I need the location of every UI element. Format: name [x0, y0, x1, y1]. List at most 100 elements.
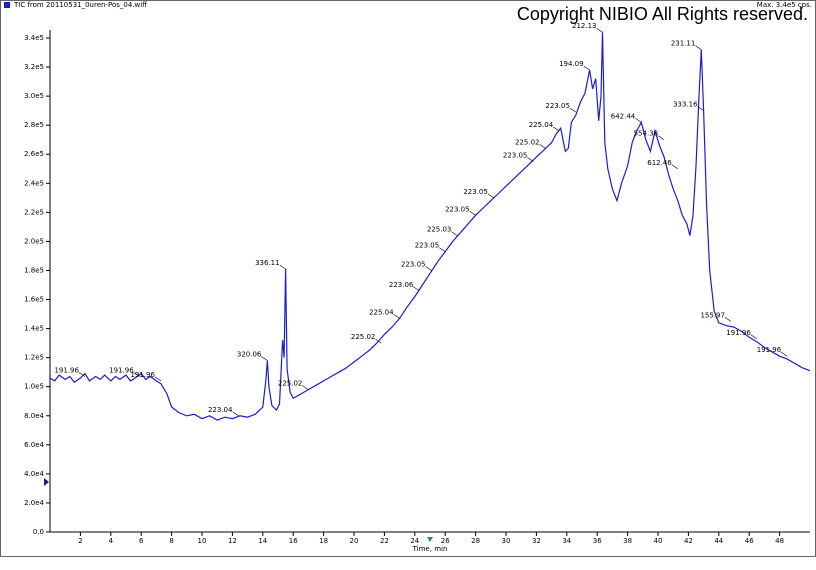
x-tick-label: 10 [198, 537, 207, 545]
annotation-leader [425, 266, 432, 271]
annotation: 642.44 [611, 112, 636, 120]
y-tick-label: 1.8e5 [24, 266, 44, 274]
annotation-leader [539, 144, 546, 149]
x-tick-label: 30 [502, 537, 511, 545]
annotation: 223.05 [545, 102, 570, 110]
y-tick-label: 3.4e5 [24, 34, 44, 42]
annotation: 223.05 [401, 260, 426, 268]
annotation: 223.06 [389, 281, 414, 289]
annotation-leader [671, 164, 678, 170]
annotation-leader [413, 286, 420, 292]
annotation: 336.11 [255, 259, 280, 267]
annotation-leader [393, 314, 400, 319]
x-tick-label: 24 [410, 537, 419, 545]
annotation: 225.02 [278, 380, 303, 388]
x-tick-label: 14 [258, 537, 267, 545]
annotation-leader [154, 376, 162, 382]
annotation-leader [133, 372, 140, 377]
legend-label: TIC from 20110531_0uren-Pos_04.wiff [13, 1, 147, 9]
annotation: 225.02 [515, 138, 540, 146]
marker [44, 478, 49, 486]
annotation: 194.09 [559, 60, 584, 68]
annotation-leader [527, 157, 534, 162]
annotation-leader [750, 334, 757, 340]
annotation: 320.06 [237, 351, 262, 359]
annotation: 191.96 [109, 367, 134, 375]
annotation-leader [78, 372, 86, 377]
x-axis-label: Time, min [412, 545, 448, 553]
annotation: 612.46 [647, 159, 672, 167]
y-tick-label: 2.6e5 [24, 150, 44, 158]
x-tick-label: 46 [745, 537, 754, 545]
subtitle: Max. 3.4e5 cps. [757, 1, 812, 9]
y-tick-label: 8.0e4 [24, 412, 44, 420]
data-line [49, 32, 811, 421]
annotation-leader [724, 317, 732, 322]
annotation: 554.38 [634, 130, 659, 138]
annotation: 225.03 [427, 226, 452, 234]
y-tick-label: 0.0 [33, 528, 44, 536]
annotation-leader [657, 135, 665, 140]
x-tick-label: 20 [350, 537, 359, 545]
y-tick-label: 2.2e5 [24, 208, 44, 216]
annotation-leader [279, 264, 286, 270]
y-tick-label: 1.2e5 [24, 354, 44, 362]
annotation-leader [635, 118, 642, 123]
annotation: 212.13 [572, 22, 597, 30]
annotation-leader [695, 45, 702, 50]
annotation: 225.04 [369, 308, 394, 316]
annotation-leader [451, 231, 458, 236]
x-tick-label: 36 [593, 537, 602, 545]
annotation-leader [596, 27, 603, 33]
annotation: 225.04 [529, 121, 554, 129]
annotation-leader [375, 338, 382, 344]
y-tick-label: 2.0e4 [24, 499, 44, 507]
x-tick-label: 42 [684, 537, 693, 545]
annotation-leader [697, 106, 704, 111]
annotation: 155.97 [700, 311, 725, 319]
y-tick-label: 4.0e4 [24, 470, 44, 478]
x-tick-label: 38 [623, 537, 632, 545]
y-tick-label: 6.0e4 [24, 441, 44, 449]
annotation: 223.05 [415, 242, 440, 250]
y-tick-label: 2.0e5 [24, 237, 44, 245]
y-tick-label: 1.4e5 [24, 325, 44, 333]
frame [0, 0, 816, 557]
y-tick-label: 1.0e5 [24, 383, 44, 391]
x-tick-label: 44 [714, 537, 723, 545]
annotation-leader [553, 126, 560, 132]
chart-title: Copyright NIBIO All Rights reserved. [517, 4, 808, 24]
x-tick-label: 16 [289, 537, 298, 545]
legend-swatch [4, 2, 10, 8]
annotation: 223.04 [208, 406, 233, 414]
y-tick-label: 2.8e5 [24, 121, 44, 129]
x-tick-label: 22 [380, 537, 389, 545]
x-tick-label: 12 [228, 537, 237, 545]
annotation-leader [261, 356, 268, 361]
x-tick-label: 34 [562, 537, 571, 545]
annotation: 225.02 [351, 333, 376, 341]
annotation: 231.11 [671, 40, 696, 48]
annotation-leader [439, 247, 446, 252]
x-tick-label: 40 [654, 537, 663, 545]
x-tick-label: 18 [319, 537, 328, 545]
annotation-leader [487, 193, 495, 199]
marker [427, 537, 433, 542]
annotation: 191.96 [757, 346, 782, 354]
annotation: 223.05 [463, 188, 488, 196]
annotation: 223.05 [445, 205, 470, 213]
x-tick-label: 4 [109, 537, 114, 545]
annotation: 333.16 [673, 101, 698, 109]
x-tick-label: 32 [532, 537, 541, 545]
annotation-leader [569, 107, 577, 113]
annotation: 191.96 [130, 371, 155, 379]
annotation-leader [583, 65, 590, 71]
annotation-leader [302, 385, 309, 390]
annotation: 191.96 [726, 329, 751, 337]
x-tick-label: 48 [775, 537, 784, 545]
x-tick-label: 2 [78, 537, 82, 545]
annotation-leader [469, 211, 476, 216]
x-tick-label: 8 [169, 537, 173, 545]
y-tick-label: 1.6e5 [24, 296, 44, 304]
